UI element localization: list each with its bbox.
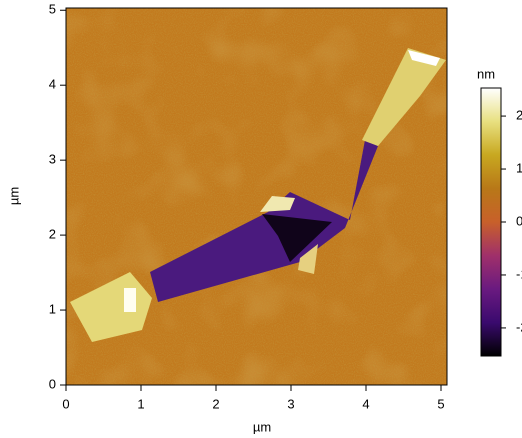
x-axis-label: µm [253,419,271,434]
x-tick-label: 5 [437,396,444,411]
colorbar-tick-label: 2 [516,108,522,123]
afm-image [66,8,447,385]
x-tick-label: 4 [362,396,369,411]
colorbar-tick-label: -1 [516,266,522,281]
y-tick-label: 3 [49,152,56,167]
x-tick-label: 2 [212,396,219,411]
x-tick-label: 1 [137,396,144,411]
colorbar [480,87,502,357]
colorbar-label: nm [477,66,495,81]
y-tick-label: 2 [49,227,56,242]
x-tick-label: 3 [287,396,294,411]
plot-frame [65,7,448,386]
x-tick-label: 0 [62,396,69,411]
y-axis-label: µm [6,187,21,205]
colorbar-tick-label: -2 [516,319,522,334]
y-tick-label: 5 [49,2,56,17]
colorbar-tick-label: 0 [516,213,522,228]
y-tick-label: 4 [49,77,56,92]
colorbar-tick-label: 1 [516,160,522,175]
y-tick-label: 1 [49,301,56,316]
y-tick-label: 0 [49,376,56,391]
